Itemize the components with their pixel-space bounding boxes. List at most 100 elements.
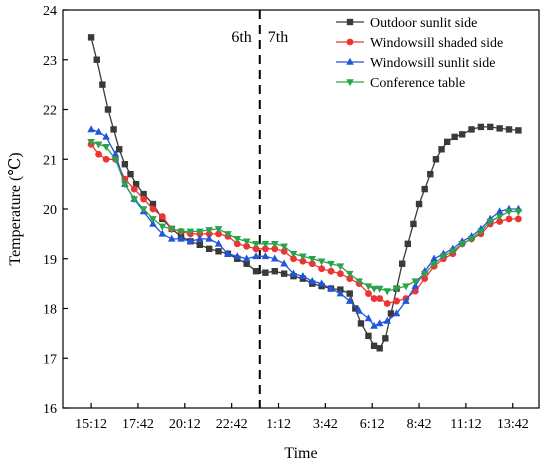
- data-point: [261, 241, 270, 249]
- x-tick-label: 13:42: [497, 417, 529, 432]
- data-point: [514, 215, 522, 223]
- data-point: [430, 254, 438, 262]
- series-line: [90, 128, 519, 327]
- data-point: [149, 205, 157, 213]
- data-point: [127, 170, 134, 178]
- data-point: [404, 240, 412, 248]
- data-point: [458, 241, 466, 249]
- data-point: [487, 123, 494, 131]
- data-point: [87, 125, 95, 133]
- x-tick-label: 20:12: [169, 417, 201, 432]
- data-point: [102, 144, 110, 152]
- data-point: [299, 257, 307, 265]
- data-point: [421, 275, 429, 283]
- data-point: [505, 215, 513, 223]
- data-point: [186, 228, 195, 236]
- legend-label: Outdoor sunlit side: [370, 16, 477, 31]
- legend-marker: [346, 38, 354, 46]
- data-point: [308, 276, 317, 284]
- data-point: [383, 300, 391, 307]
- data-point: [214, 239, 223, 247]
- data-point: [243, 260, 250, 267]
- x-tick-label: 6:12: [360, 417, 385, 432]
- y-axis: 16 17 18 19 20 21 22 23 24: [43, 4, 68, 417]
- data-point: [477, 228, 485, 236]
- data-point: [370, 342, 378, 350]
- series-3: [87, 125, 523, 329]
- data-point: [438, 146, 445, 153]
- legend-label: Conference table: [370, 76, 465, 91]
- data-point: [252, 245, 260, 253]
- data-point: [370, 285, 378, 293]
- data-point: [102, 132, 110, 140]
- y-tick-label: 17: [43, 352, 57, 367]
- data-point: [365, 290, 372, 297]
- data-point: [308, 260, 316, 268]
- data-point: [149, 219, 157, 227]
- data-point: [317, 258, 326, 266]
- data-point: [355, 306, 363, 314]
- data-point: [383, 288, 392, 296]
- data-point: [233, 236, 242, 244]
- data-point: [196, 228, 204, 236]
- data-point: [317, 279, 326, 287]
- data-point: [364, 283, 373, 291]
- data-point: [411, 281, 420, 289]
- data-point: [392, 309, 401, 317]
- data-point: [121, 181, 129, 189]
- data-point: [477, 123, 485, 131]
- data-point: [382, 335, 389, 342]
- data-point: [411, 278, 420, 286]
- data-point: [421, 185, 428, 193]
- y-tick-label: 24: [43, 4, 57, 19]
- data-point: [308, 255, 317, 263]
- data-point: [299, 253, 307, 261]
- data-point: [167, 234, 176, 242]
- legend-marker: [346, 57, 354, 65]
- data-point: [94, 141, 103, 149]
- data-point: [214, 226, 223, 234]
- data-point: [432, 156, 440, 163]
- data-point: [186, 237, 195, 245]
- y-tick-label: 20: [43, 203, 57, 218]
- legend: Outdoor sunlit side Windowsill shaded sid…: [336, 16, 503, 91]
- data-point: [104, 106, 112, 113]
- data-point: [496, 218, 504, 225]
- data-point: [430, 260, 438, 268]
- data-point: [233, 240, 241, 248]
- legend-item: Outdoor sunlit side: [336, 16, 477, 31]
- data-point: [376, 345, 383, 352]
- y-tick-label: 23: [43, 54, 57, 69]
- legend-item: Conference table: [336, 76, 465, 91]
- data-point: [280, 270, 288, 277]
- data-point: [271, 245, 279, 253]
- data-point: [110, 126, 117, 133]
- y-axis-title: Temperature (℃): [7, 152, 24, 265]
- data-point: [95, 150, 103, 158]
- x-tick-label: 3:42: [313, 417, 338, 432]
- data-point: [158, 223, 167, 231]
- data-point: [196, 234, 204, 242]
- legend-label: Windowsill sunlit side: [370, 56, 495, 71]
- data-point: [111, 150, 120, 158]
- data-point: [383, 316, 392, 324]
- legend-item: Windowsill shaded side: [336, 36, 503, 51]
- series-layer: [87, 34, 523, 352]
- data-point: [365, 332, 372, 340]
- data-point: [111, 156, 120, 164]
- data-point: [420, 270, 429, 278]
- data-point: [93, 56, 100, 63]
- data-point: [357, 320, 365, 327]
- data-point: [102, 155, 110, 163]
- data-point: [139, 206, 148, 214]
- data-point: [271, 267, 278, 275]
- data-point: [242, 254, 251, 262]
- data-point: [376, 295, 384, 302]
- data-point: [336, 270, 344, 278]
- data-point: [99, 81, 106, 88]
- data-point: [205, 227, 213, 235]
- data-point: [140, 195, 147, 203]
- data-point: [252, 267, 260, 275]
- series-4: [87, 139, 523, 296]
